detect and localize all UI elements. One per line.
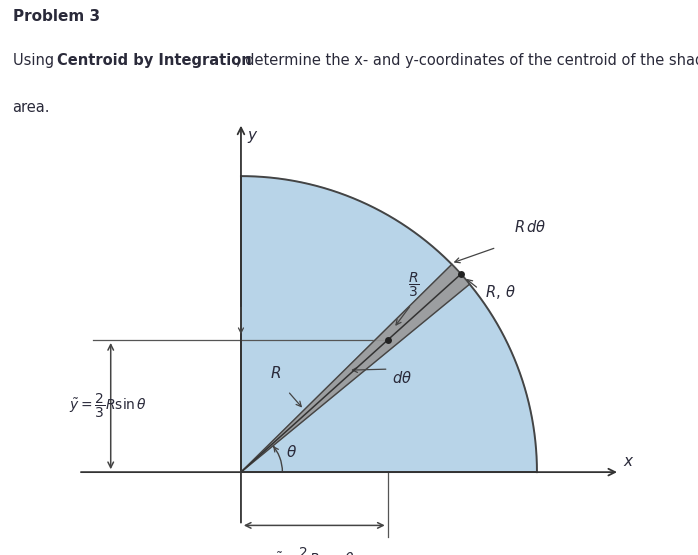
Text: $y$: $y$	[248, 129, 259, 145]
Text: $x$: $x$	[623, 454, 634, 469]
Text: $\tilde{y} = \dfrac{2}{3}R\sin\theta$: $\tilde{y} = \dfrac{2}{3}R\sin\theta$	[69, 392, 147, 420]
Text: area.: area.	[13, 100, 50, 115]
Text: Using: Using	[13, 53, 59, 68]
Text: $\theta$: $\theta$	[285, 445, 297, 460]
Text: Problem 3: Problem 3	[13, 9, 100, 24]
Text: $R,\,\theta$: $R,\,\theta$	[484, 283, 515, 301]
Text: $\tilde{x} = \dfrac{2}{3}R\cos\theta$: $\tilde{x} = \dfrac{2}{3}R\cos\theta$	[274, 546, 355, 555]
Text: $R\,d\theta$: $R\,d\theta$	[514, 219, 547, 235]
Text: $R$: $R$	[270, 365, 281, 381]
Text: , determine the x- and y-coordinates of the centroid of the shaded: , determine the x- and y-coordinates of …	[236, 53, 698, 68]
Text: $d\theta$: $d\theta$	[392, 370, 412, 386]
Text: $\dfrac{R}{3}$: $\dfrac{R}{3}$	[408, 270, 420, 299]
Polygon shape	[241, 264, 470, 472]
Polygon shape	[241, 176, 537, 472]
Text: Centroid by Integration: Centroid by Integration	[57, 53, 252, 68]
